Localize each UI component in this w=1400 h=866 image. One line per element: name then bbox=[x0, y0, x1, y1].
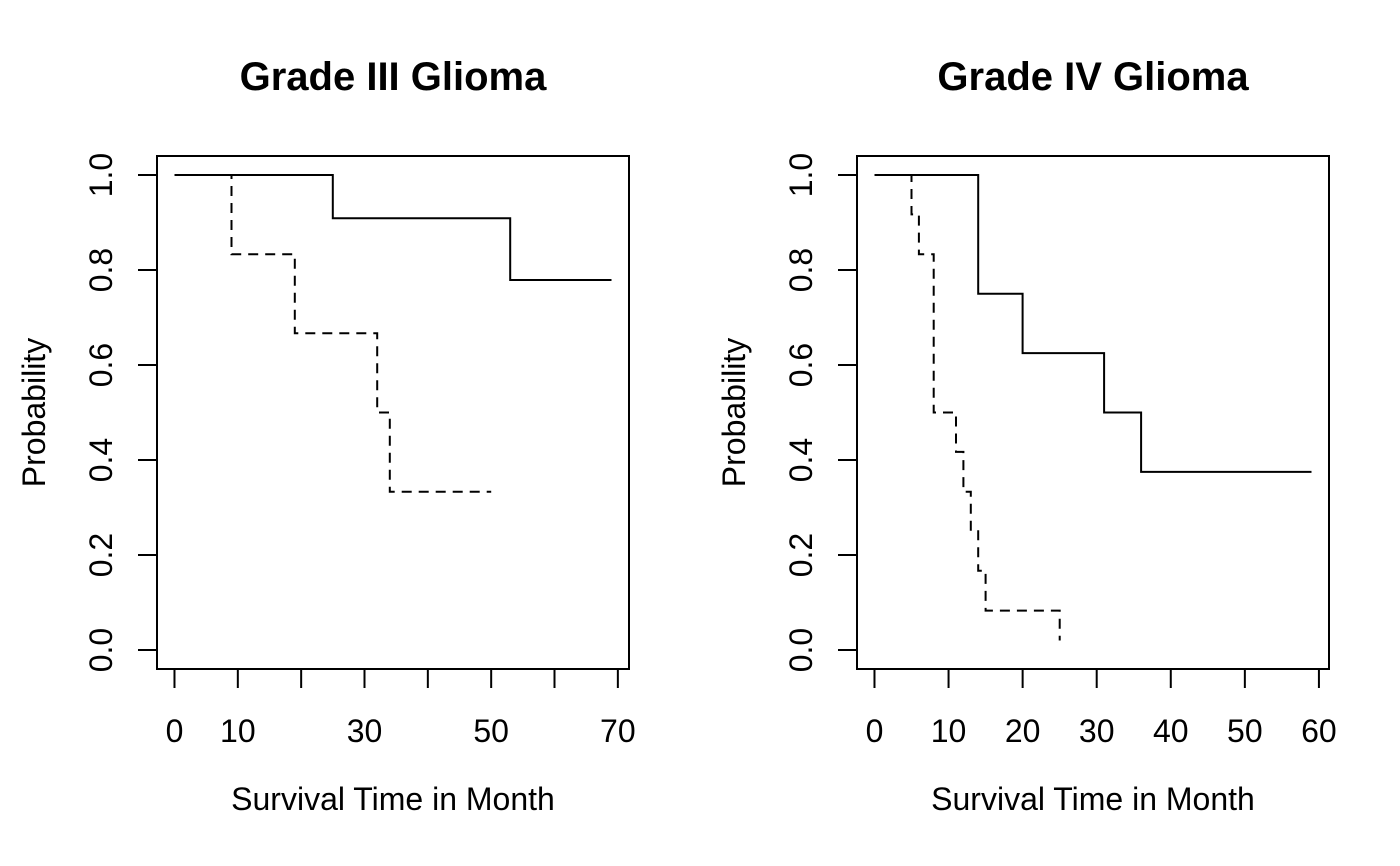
x-axis-title: Survival Time in Month bbox=[931, 781, 1255, 817]
y-tick-label: 0.6 bbox=[783, 343, 819, 387]
x-axis-title: Survival Time in Month bbox=[231, 781, 555, 817]
y-tick-label: 0.0 bbox=[783, 628, 819, 672]
x-tick-label: 30 bbox=[1079, 713, 1115, 749]
y-tick-label: 0.8 bbox=[783, 248, 819, 292]
x-tick-label: 40 bbox=[1153, 713, 1189, 749]
x-tick-label: 10 bbox=[220, 713, 256, 749]
km-curve-grade3-solid-group bbox=[174, 174, 612, 281]
x-tick-label: 30 bbox=[347, 713, 383, 749]
plot-box bbox=[156, 155, 630, 670]
x-tick-label: 50 bbox=[473, 713, 509, 749]
y-tick-label: 1.0 bbox=[783, 153, 819, 197]
y-tick-label: 0.4 bbox=[83, 438, 119, 482]
plot-box bbox=[856, 155, 1330, 670]
km-curve-grade3-dashed-group bbox=[174, 174, 492, 493]
y-tick-label: 1.0 bbox=[83, 153, 119, 197]
x-tick-label: 60 bbox=[1301, 713, 1337, 749]
x-tick-label: 20 bbox=[1005, 713, 1041, 749]
y-tick-label: 0.6 bbox=[83, 343, 119, 387]
km-curve-grade4-solid-group bbox=[874, 174, 1312, 473]
plot-title: Grade IV Glioma bbox=[937, 55, 1249, 99]
y-tick-label: 0.2 bbox=[783, 533, 819, 577]
x-tick-label: 70 bbox=[600, 713, 636, 749]
y-tick-label: 0.8 bbox=[83, 248, 119, 292]
panel-grade4: Grade IV Glioma 0 10 20 30 40 50 60 0.0 0.2 0.4 0.6… bbox=[716, 55, 1337, 817]
y-tick-label: 0.2 bbox=[83, 533, 119, 577]
x-tick-label: 50 bbox=[1227, 713, 1263, 749]
km-curve-grade4-dashed-group bbox=[874, 174, 1061, 641]
y-tick-label: 0.4 bbox=[783, 438, 819, 482]
y-tick-label: 0.0 bbox=[83, 628, 119, 672]
panel-grade3: Grade III Glioma 0 10 30 50 70 0.0 0.2 0.4 0.6 0.8… bbox=[16, 55, 636, 817]
x-tick-label: 0 bbox=[166, 713, 184, 749]
y-axis-title: Probability bbox=[16, 338, 52, 487]
x-tick-label: 0 bbox=[866, 713, 884, 749]
x-tick-label: 10 bbox=[931, 713, 967, 749]
plot-title: Grade III Glioma bbox=[240, 55, 548, 99]
y-axis-title: Probability bbox=[716, 338, 752, 487]
